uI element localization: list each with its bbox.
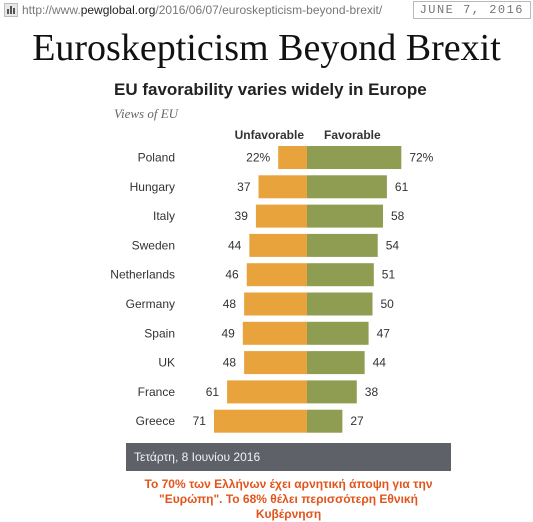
bar-unfavorable bbox=[213, 409, 307, 433]
bar-favorable bbox=[307, 146, 402, 169]
bar-unfavorable bbox=[255, 204, 307, 228]
value-label-unfavorable: 61 bbox=[206, 385, 220, 399]
bar-unfavorable bbox=[258, 175, 307, 199]
category-label: Greece bbox=[136, 414, 176, 428]
bar-unfavorable bbox=[227, 380, 307, 404]
url-path: /2016/06/07/euroskepticism-beyond-brexit… bbox=[155, 3, 383, 17]
bar-favorable bbox=[307, 175, 387, 199]
value-label-favorable: 47 bbox=[377, 326, 391, 340]
bar-favorable bbox=[307, 204, 383, 228]
bar-favorable bbox=[307, 351, 365, 375]
value-label-favorable: 72% bbox=[409, 151, 433, 165]
value-label-favorable: 44 bbox=[373, 356, 387, 370]
value-label-unfavorable: 22% bbox=[246, 151, 270, 165]
category-label: Germany bbox=[126, 297, 175, 311]
bar-favorable bbox=[307, 380, 357, 404]
chart-subtitle: Views of EU bbox=[114, 106, 179, 121]
value-label-favorable: 51 bbox=[382, 268, 396, 282]
value-label-unfavorable: 48 bbox=[223, 297, 237, 311]
category-label: UK bbox=[158, 356, 175, 370]
bar-unfavorable bbox=[246, 263, 307, 287]
note-line-2: "Ευρώπη". Το 68% θέλει περισσότερη Εθνικ… bbox=[159, 492, 418, 521]
bar-favorable bbox=[307, 263, 374, 287]
legend-unfavorable: Unfavorable bbox=[235, 128, 305, 142]
value-label-favorable: 54 bbox=[386, 238, 400, 252]
bar-favorable bbox=[307, 292, 373, 316]
legend-favorable: Favorable bbox=[324, 128, 381, 142]
bar-unfavorable bbox=[244, 292, 307, 316]
value-label-unfavorable: 49 bbox=[221, 326, 235, 340]
bar-unfavorable bbox=[278, 146, 307, 169]
category-label: Poland bbox=[138, 151, 175, 165]
chart-title: EU favorability varies widely in Europe bbox=[114, 80, 427, 99]
greek-note: Το 70% των Ελλήνων έχει αρνητική άποψη γ… bbox=[126, 477, 451, 522]
value-label-favorable: 58 bbox=[391, 209, 405, 223]
date-badge: JUNE 7, 2016 bbox=[412, 1, 531, 19]
headline: Euroskepticism Beyond Brexit bbox=[32, 27, 501, 69]
category-label: Hungary bbox=[130, 180, 175, 194]
category-label: Netherlands bbox=[110, 268, 175, 282]
bar-unfavorable bbox=[249, 233, 307, 257]
category-label: France bbox=[138, 385, 176, 399]
site-bar-chart-icon bbox=[4, 3, 18, 17]
bar-unfavorable bbox=[244, 351, 307, 375]
value-label-favorable: 27 bbox=[350, 414, 364, 428]
url-prefix: http://www. bbox=[22, 3, 81, 17]
bar-unfavorable bbox=[242, 321, 307, 345]
value-label-unfavorable: 37 bbox=[237, 180, 251, 194]
value-label-favorable: 50 bbox=[381, 297, 395, 311]
value-label-favorable: 38 bbox=[365, 385, 379, 399]
bar-favorable bbox=[307, 321, 369, 345]
value-label-unfavorable: 46 bbox=[225, 268, 239, 282]
url-bar: http://www.pewglobal.org/2016/06/07/euro… bbox=[0, 0, 533, 20]
value-label-unfavorable: 39 bbox=[235, 209, 249, 223]
value-label-favorable: 61 bbox=[395, 180, 409, 194]
note-line-1: Το 70% των Ελλήνων έχει αρνητική άποψη γ… bbox=[144, 477, 433, 491]
category-label: Italy bbox=[153, 209, 175, 223]
bar-favorable bbox=[307, 233, 378, 257]
caption-bar: Τετάρτη, 8 Ιουνίου 2016 bbox=[126, 443, 451, 471]
category-label: Spain bbox=[144, 326, 175, 340]
category-label: Sweden bbox=[132, 238, 175, 252]
value-label-unfavorable: 71 bbox=[193, 414, 207, 428]
value-label-unfavorable: 44 bbox=[228, 238, 242, 252]
diverging-bar-chart: Unfavorable Favorable Poland 22% 72% Hungary 3… bbox=[110, 128, 434, 433]
bar-favorable bbox=[307, 409, 343, 433]
url-domain: pewglobal.org bbox=[80, 3, 156, 17]
source-url[interactable]: http://www.pewglobal.org/2016/06/07/euro… bbox=[22, 3, 382, 17]
value-label-unfavorable: 48 bbox=[223, 356, 237, 370]
